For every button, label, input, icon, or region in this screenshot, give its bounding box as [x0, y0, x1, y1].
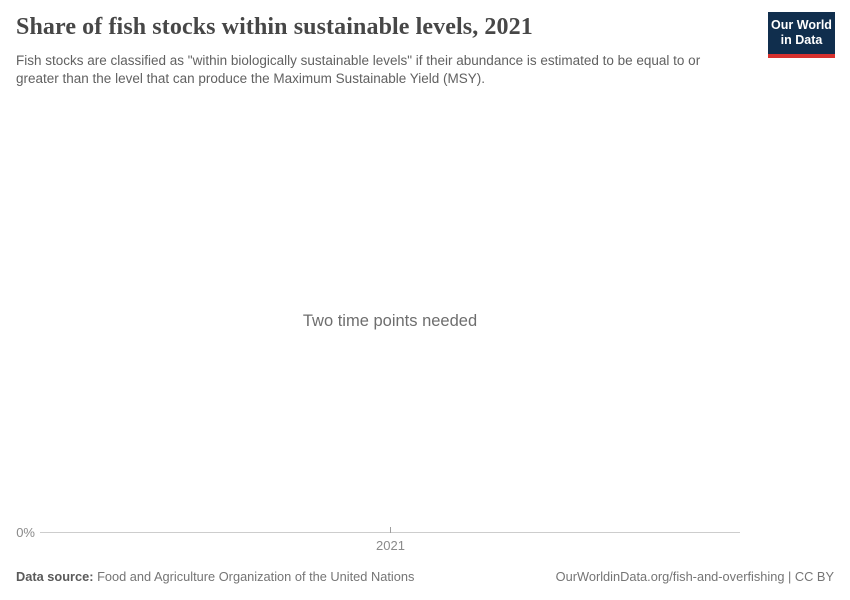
empty-chart-message: Two time points needed [302, 312, 478, 330]
x-axis-tick-label: 2021 [376, 538, 405, 553]
y-axis-tick-label: 0% [16, 525, 35, 540]
data-source-line: Data source: Food and Agriculture Organi… [16, 569, 414, 584]
data-source-label: Data source: [16, 569, 94, 584]
chart-title: Share of fish stocks within sustainable … [16, 14, 533, 40]
owid-logo-line1: Our World [771, 18, 832, 32]
x-axis-tick-2021 [390, 527, 391, 533]
chart-footer: Data source: Food and Agriculture Organi… [16, 569, 834, 584]
owid-logo-line2: in Data [780, 33, 823, 47]
owid-logo[interactable]: Our World in Data [768, 12, 835, 58]
data-source-value: Food and Agriculture Organization of the… [93, 569, 415, 584]
credit-link[interactable]: OurWorldinData.org/fish-and-overfishing … [555, 569, 834, 584]
chart-subtitle: Fish stocks are classified as "within bi… [16, 53, 701, 86]
